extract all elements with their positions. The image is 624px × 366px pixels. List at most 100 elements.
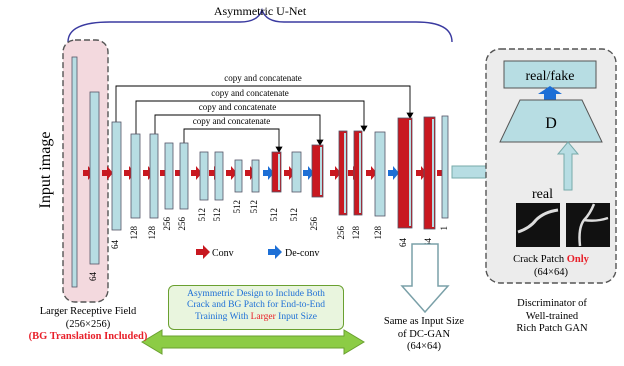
conv-arrow [284, 166, 295, 180]
channel-label: 512 [212, 208, 222, 222]
concat-overlay [432, 119, 434, 227]
title-brace [67, 7, 453, 43]
conv-arrow [348, 166, 359, 180]
real-fake-box [503, 60, 597, 89]
discriminator-panel: real/fake D real [485, 48, 617, 284]
feature-block [441, 115, 449, 219]
crack-patch-2 [566, 203, 610, 247]
receptive-line-1: Larger Receptive Field [39, 306, 137, 317]
feature-block [374, 131, 386, 217]
upsampled-feature-block [271, 151, 282, 193]
conv-arrow [416, 166, 427, 180]
deconv-arrow [263, 166, 274, 180]
output-line-3: (64×64) [407, 341, 441, 353]
channel-label: 128 [373, 226, 383, 240]
crack-patch-prefix: Crack Patch [513, 254, 567, 265]
disc-caption-2: Well-trained [525, 310, 579, 322]
channel-label: 256 [162, 217, 172, 231]
center-note: Asymmetric Design to Include Both Crack … [168, 285, 344, 330]
skip-connection [183, 128, 283, 153]
channel-label: 256 [309, 217, 319, 231]
feature-block [291, 151, 302, 193]
conv-arrow [209, 166, 220, 180]
deconv-arrow [303, 166, 314, 180]
real-input-arrow [556, 141, 580, 191]
upsampled-feature-block [353, 130, 363, 216]
channel-label: 64 [398, 238, 408, 248]
diagram-title: Asymmetric U-Net [214, 4, 307, 18]
skip-label: copy and concatenate [193, 116, 270, 126]
feature-block [149, 133, 159, 219]
conv-flow [83, 166, 448, 180]
conv-arrow [366, 166, 377, 180]
feature-block [234, 159, 243, 193]
crack-patch-note: Crack Patch Only (64×64) [496, 254, 606, 279]
channel-label: 512 [197, 208, 207, 222]
green-double-arrow [141, 329, 365, 355]
skip-connection [154, 114, 324, 146]
channel-label: 512 [269, 208, 279, 222]
discriminator-block [499, 99, 603, 143]
concat-overlay [359, 133, 361, 213]
center-line-2: Crack and BG Patch for End-to-End [187, 300, 325, 311]
crack-patch-size: (64×64) [534, 266, 568, 278]
feature-block [214, 151, 224, 201]
concat-overlay [409, 120, 411, 226]
crack-line-1 [517, 208, 559, 234]
crack-line-2 [578, 203, 609, 247]
feature-block [71, 56, 78, 288]
legend-conv-label: Conv [212, 248, 234, 259]
output-line-1: Same as Input Size [383, 316, 465, 327]
legend-conv-arrow [196, 245, 210, 259]
channel-label: 1 [439, 226, 449, 231]
feature-block [179, 142, 189, 210]
channel-label: 64 [423, 238, 433, 248]
skip-connection [135, 100, 368, 134]
conv-arrow [191, 166, 202, 180]
legend-deconv-label: De-conv [285, 248, 319, 259]
output-size-arrow [400, 243, 450, 314]
skip-label: copy and concatenate [199, 102, 276, 112]
channel-labels: 64 64 128 128 256 256 512 512 512 512 512 512 256 256… [88, 200, 449, 281]
feature-block [130, 133, 141, 219]
discriminator-label: D [545, 115, 557, 132]
crack-patch-only: Only [566, 254, 589, 265]
output-line-2: of DC-GAN [397, 328, 451, 340]
skip-connections: copy and concatenate copy and concatenate… [115, 73, 414, 153]
channel-label: 256 [336, 226, 346, 240]
conv-arrow [143, 166, 154, 180]
skip-label: copy and concatenate [211, 88, 288, 98]
conv-arrow [330, 166, 341, 180]
channel-label: 512 [232, 200, 242, 214]
conv-arrow [124, 166, 135, 180]
channel-label: 128 [147, 226, 157, 240]
channel-label: 128 [129, 226, 139, 240]
legend-deconv-arrow [268, 245, 282, 259]
feature-blocks [71, 56, 449, 288]
discriminator-caption: Discriminator of Well-trained Rich Patch… [490, 298, 614, 336]
channel-label: 64 [88, 272, 98, 282]
upsampled-feature-block [338, 130, 348, 216]
feature-block [199, 151, 209, 201]
concat-overlay [320, 147, 322, 195]
deconv-arrow [388, 166, 399, 180]
upsampled-feature-block [311, 144, 324, 198]
upsampled-feature-block [423, 116, 436, 230]
upsampled-feature-block [397, 117, 413, 229]
receptive-line-3: (BG Translation Included) [28, 331, 148, 343]
center-line-3b: Larger [250, 311, 276, 322]
feature-block [251, 159, 260, 193]
crack-patch-text: Crack Patch Only [496, 254, 606, 267]
real-label: real [532, 187, 553, 202]
channel-label: 256 [177, 217, 187, 231]
feature-block [89, 91, 100, 265]
real-fake-label: real/fake [526, 69, 575, 84]
feature-block [164, 142, 174, 210]
receptive-field-note: Larger Receptive Field (256×256) (BG Tra… [4, 306, 172, 344]
input-image-label: Input image [37, 132, 54, 209]
conv-arrow [245, 166, 256, 180]
skip-connection [115, 85, 414, 122]
channel-label: 128 [351, 226, 361, 240]
channel-label: 512 [289, 208, 299, 222]
